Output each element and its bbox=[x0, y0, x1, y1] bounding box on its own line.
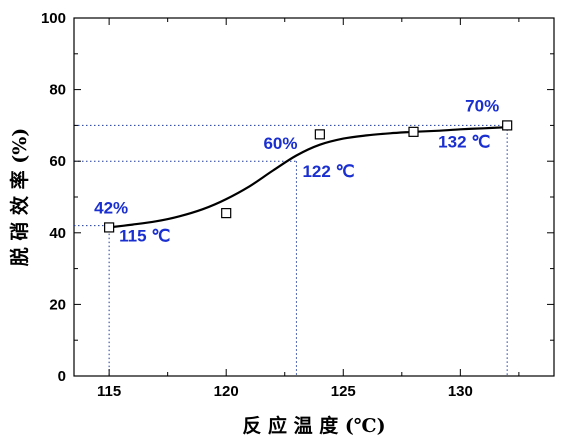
data-point bbox=[502, 120, 513, 131]
axis-ticks: 115 120 125 130 0 20 40 60 80 100 bbox=[41, 10, 554, 400]
x-tick-label: 115 bbox=[97, 383, 121, 400]
data-markers bbox=[104, 120, 513, 233]
y-tick-label: 80 bbox=[49, 82, 66, 99]
y-tick-label: 20 bbox=[49, 296, 66, 313]
fit-curve bbox=[108, 126, 508, 229]
x-tick-label: 120 bbox=[214, 383, 239, 400]
y-tick-label: 60 bbox=[49, 153, 66, 170]
data-point bbox=[408, 126, 419, 137]
annotation-label: 122 ℃ bbox=[302, 162, 354, 181]
annotation-label: 115 ℃ bbox=[119, 227, 170, 246]
reference-lines bbox=[74, 124, 508, 376]
annotation-label: 70% bbox=[465, 96, 499, 115]
annotation-label: 42% bbox=[94, 199, 128, 218]
x-axis-title: 反 应 温 度 (℃) bbox=[242, 414, 385, 437]
data-point bbox=[314, 129, 325, 140]
y-tick-label: 0 bbox=[58, 368, 66, 385]
x-tick-label: 125 bbox=[331, 383, 356, 400]
y-tick-label: 40 bbox=[49, 225, 66, 242]
y-axis-title: 脱 硝 效 率 (%) bbox=[8, 128, 31, 267]
x-tick-label: 130 bbox=[448, 383, 473, 400]
annotations: 42% 115 ℃ 60% 122 ℃ 70% 132 ℃ bbox=[94, 96, 499, 245]
fit-curve-layer bbox=[108, 126, 508, 229]
data-point bbox=[221, 208, 232, 219]
annotation-label: 60% bbox=[263, 134, 297, 153]
plot-frame bbox=[73, 17, 555, 377]
annotation-label: 132 ℃ bbox=[438, 132, 490, 151]
y-tick-label: 100 bbox=[41, 10, 66, 27]
data-point bbox=[104, 222, 115, 233]
